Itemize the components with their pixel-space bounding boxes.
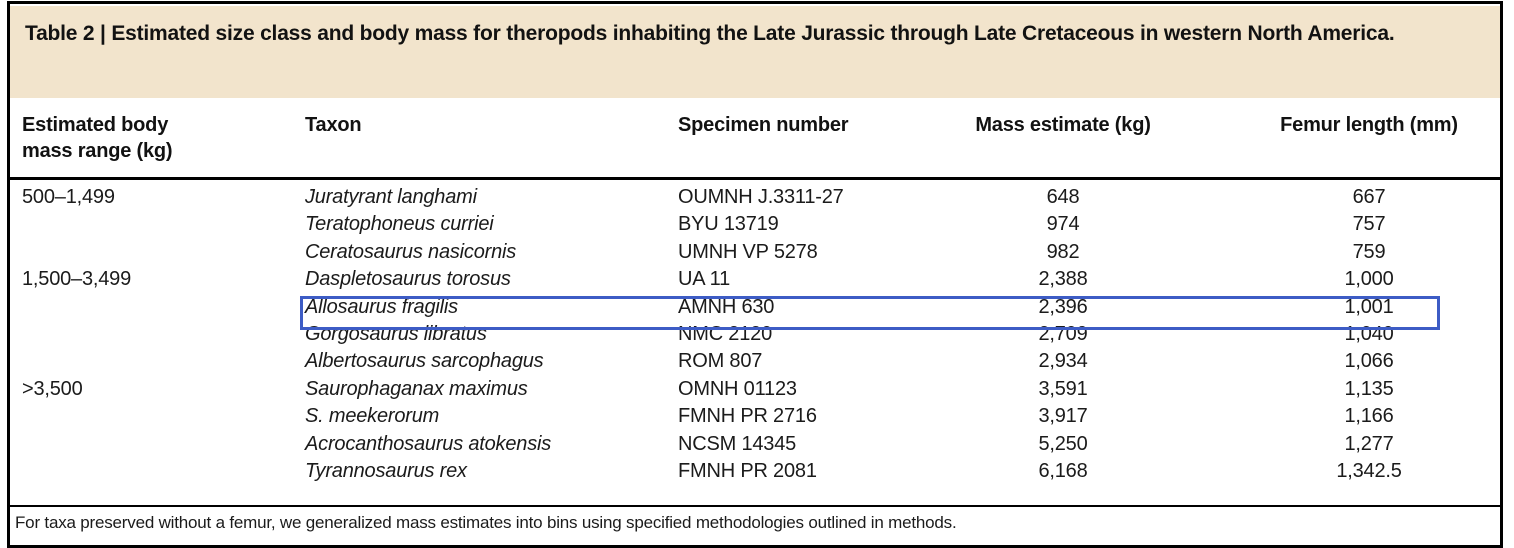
- column-header-femur-length: Femur length (mm): [1280, 114, 1458, 136]
- cell-taxon: Acrocanthosaurus atokensis: [305, 432, 552, 455]
- cell-femur-length: 1,135: [1344, 377, 1394, 400]
- table-body: 500–1,499 Juratyrant langhami OUMNH J.33…: [10, 184, 1500, 485]
- column-header-mass-estimate: Mass estimate (kg): [975, 114, 1151, 136]
- cell-specimen: OMNH 01123: [678, 377, 797, 400]
- table-row: Tyrannosaurus rex FMNH PR 2081 6,168 1,3…: [10, 458, 1500, 485]
- cell-mass-estimate: 6,168: [1038, 459, 1088, 482]
- column-header-mass-range: Estimated body mass range (kg): [22, 114, 173, 162]
- table-row: S. meekerorum FMNH PR 2716 3,917 1,166: [10, 403, 1500, 430]
- cell-specimen: UA 11: [678, 268, 730, 291]
- cell-mass-estimate: 2,934: [1038, 350, 1088, 373]
- cell-mass-range: 500–1,499: [22, 186, 115, 208]
- table-row: >3,500 Saurophaganax maximus OMNH 01123 …: [10, 376, 1500, 403]
- cell-mass-estimate: 974: [1046, 213, 1080, 236]
- cell-specimen: FMNH PR 2081: [678, 459, 817, 482]
- cell-taxon: Gorgosaurus libratus: [305, 322, 487, 345]
- cell-mass-range: [10, 431, 305, 458]
- cell-mass-estimate: 3,591: [1038, 377, 1088, 400]
- cell-mass-estimate: 5,250: [1038, 432, 1088, 455]
- cell-femur-length: 757: [1352, 213, 1386, 236]
- cell-taxon: Tyrannosaurus rex: [305, 459, 467, 482]
- cell-femur-length: 667: [1352, 186, 1386, 208]
- cell-specimen: FMNH PR 2716: [678, 405, 817, 428]
- cell-mass-range: [10, 239, 305, 266]
- cell-taxon: S. meekerorum: [305, 405, 440, 428]
- table-row: Acrocanthosaurus atokensis NCSM 14345 5,…: [10, 431, 1500, 458]
- cell-femur-length: 759: [1352, 240, 1386, 263]
- cell-specimen: AMNH 630: [678, 295, 775, 318]
- cell-femur-length: 1,342.5: [1336, 459, 1402, 482]
- table-row: 500–1,499 Juratyrant langhami OUMNH J.33…: [10, 184, 1500, 211]
- cell-taxon: Saurophaganax maximus: [305, 377, 528, 400]
- table-row: Albertosaurus sarcophagus ROM 807 2,934 …: [10, 348, 1500, 375]
- cell-taxon: Juratyrant langhami: [305, 186, 477, 208]
- cell-mass-range: 1,500–3,499: [22, 268, 132, 291]
- cell-specimen: ROM 807: [678, 350, 763, 373]
- table-row: Allosaurus fragilis AMNH 630 2,396 1,001: [10, 294, 1500, 321]
- column-header-taxon: Taxon: [305, 114, 362, 136]
- cell-specimen: NMC 2120: [678, 322, 772, 345]
- cell-specimen: BYU 13719: [678, 213, 779, 236]
- cell-mass-estimate: 2,388: [1038, 268, 1088, 291]
- cell-mass-range: [10, 458, 305, 485]
- cell-mass-estimate: 2,709: [1038, 322, 1088, 345]
- cell-mass-range: [10, 321, 305, 348]
- cell-mass-range: [10, 294, 305, 321]
- cell-femur-length: 1,277: [1344, 432, 1394, 455]
- cell-taxon: Allosaurus fragilis: [305, 295, 458, 318]
- table-header-row: Estimated body mass range (kg) Taxon Spe…: [10, 112, 1500, 164]
- cell-taxon: Albertosaurus sarcophagus: [305, 350, 544, 373]
- cell-mass-range: >3,500: [22, 377, 83, 400]
- table-footnote: For taxa preserved without a femur, we g…: [15, 513, 957, 532]
- cell-mass-estimate: 2,396: [1038, 295, 1088, 318]
- cell-taxon: Daspletosaurus torosus: [305, 268, 511, 291]
- cell-mass-range: [10, 403, 305, 430]
- table-frame: Table 2 | Estimated size class and body …: [7, 1, 1503, 548]
- cell-taxon: Teratophoneus curriei: [305, 213, 494, 236]
- table-title-band: Table 2 | Estimated size class and body …: [10, 6, 1500, 98]
- cell-femur-length: 1,040: [1344, 322, 1394, 345]
- table-row: Gorgosaurus libratus NMC 2120 2,709 1,04…: [10, 321, 1500, 348]
- table-row: Teratophoneus curriei BYU 13719 974 757: [10, 211, 1500, 238]
- cell-mass-range: [10, 348, 305, 375]
- cell-specimen: UMNH VP 5278: [678, 240, 818, 263]
- cell-mass-estimate: 648: [1046, 186, 1080, 208]
- cell-femur-length: 1,166: [1344, 405, 1394, 428]
- cell-femur-length: 1,000: [1344, 268, 1394, 291]
- cell-mass-range: [10, 211, 305, 238]
- table-row: Ceratosaurus nasicornis UMNH VP 5278 982…: [10, 239, 1500, 266]
- footnote-rule: [10, 505, 1500, 507]
- cell-mass-estimate: 982: [1046, 240, 1080, 263]
- header-rule: [10, 177, 1500, 180]
- cell-specimen: OUMNH J.3311-27: [678, 186, 844, 208]
- cell-specimen: NCSM 14345: [678, 432, 797, 455]
- cell-femur-length: 1,066: [1344, 350, 1394, 373]
- column-header-specimen: Specimen number: [678, 114, 849, 136]
- cell-femur-length: 1,001: [1344, 295, 1394, 318]
- cell-taxon: Ceratosaurus nasicornis: [305, 240, 517, 263]
- cell-mass-estimate: 3,917: [1038, 405, 1088, 428]
- table-title: Table 2 | Estimated size class and body …: [25, 22, 1395, 45]
- table-row: 1,500–3,499 Daspletosaurus torosus UA 11…: [10, 266, 1500, 293]
